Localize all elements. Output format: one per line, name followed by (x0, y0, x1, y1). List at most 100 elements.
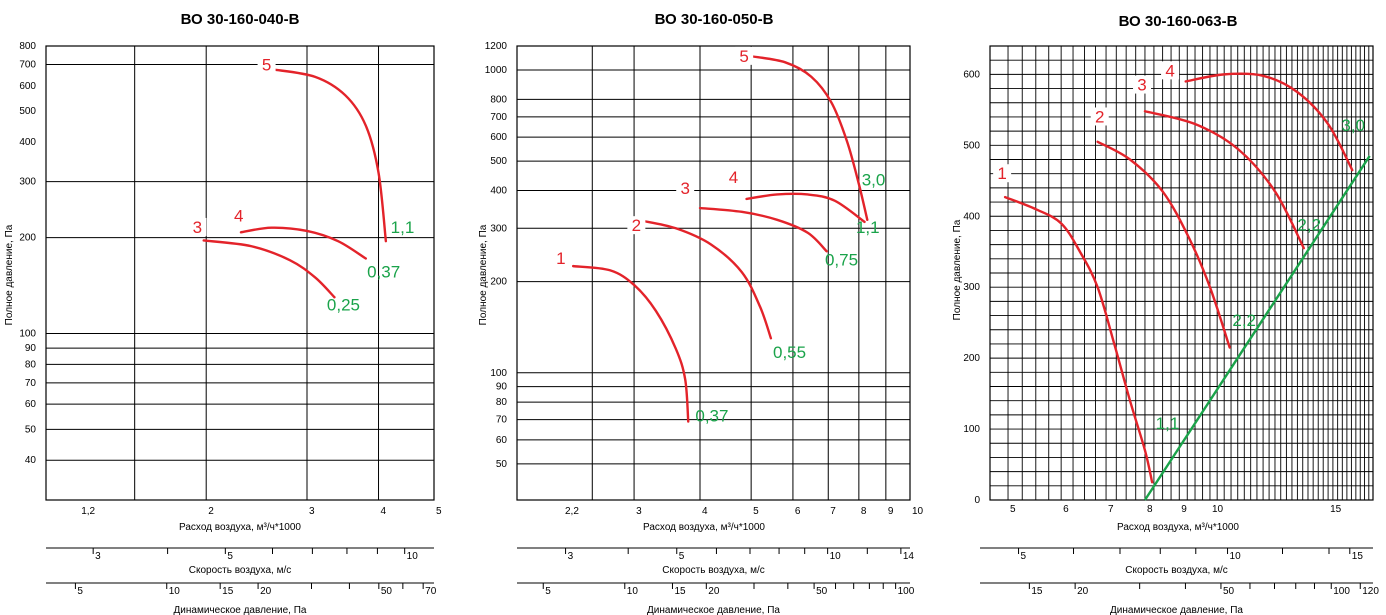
scale-tick-label: 5 (679, 551, 685, 562)
power-label: 1,1 (856, 218, 880, 237)
y-tick-label: 80 (25, 359, 37, 370)
y-tick-label: 500 (19, 106, 36, 117)
curve-label-bg (229, 206, 248, 225)
curve-2 (1096, 140, 1231, 349)
y-axis-label: Полное давление, Па (952, 219, 963, 320)
scale-tick-label: 10 (1230, 551, 1242, 562)
curve-4 (1184, 72, 1354, 172)
grid (516, 45, 911, 501)
y-tick-label: 1200 (485, 41, 508, 52)
plot-frame (45, 45, 435, 501)
y-tick-label: 300 (490, 223, 507, 234)
x-tick-label: 9 (888, 506, 894, 517)
scale-tick-label: 5 (545, 586, 551, 597)
y-tick-label: 300 (19, 177, 36, 188)
power-label: 1,1 (391, 218, 415, 237)
scale-tick-label: 15 (1031, 586, 1043, 597)
curve-4 (239, 226, 367, 260)
curve-1 (1003, 195, 1154, 484)
chart-bo-050: ВО 30-160-050-В Расход воздуха, м³/ч*100… (478, 11, 924, 615)
chart-title: ВО 30-160-040-В (181, 11, 300, 28)
power-label: 0,37 (367, 262, 400, 281)
y-tick-label: 500 (490, 156, 507, 167)
power-label: 3,0 (862, 171, 886, 190)
y-tick-label: 600 (490, 132, 507, 143)
x-axis-label: Расход воздуха, м³/ч*1000 (1117, 522, 1239, 533)
power-label: 2,2 (1232, 311, 1256, 330)
scale-tick-label: 3 (95, 551, 101, 562)
y-tick-label: 200 (963, 353, 980, 364)
y-tick-label: 400 (19, 137, 36, 148)
scale-label: Динамическое давление, Па (647, 605, 780, 615)
y-tick-label: 700 (490, 112, 507, 123)
x-tick-label: 4 (702, 506, 708, 517)
y-tick-label: 1000 (485, 65, 508, 76)
curve-label: 4 (729, 168, 738, 187)
curve-label-bg (257, 55, 276, 74)
curve-label: 5 (262, 55, 271, 74)
y-tick-label: 500 (963, 140, 980, 151)
x-tick-label: 7 (830, 506, 836, 517)
curve-3 (202, 239, 336, 299)
scale-label: Скорость воздуха, м/с (662, 565, 764, 576)
velocity-scale: 5 10 15 Скорость воздуха, м/с (980, 547, 1373, 576)
scale-tick-label: 10 (169, 586, 181, 597)
curve-5 (272, 68, 388, 243)
x-tick-label: 3 (309, 506, 315, 517)
scale-tick-label: 20 (1077, 586, 1089, 597)
x-tick-label: 2,2 (565, 506, 579, 517)
power-label: 1,1 (1156, 414, 1180, 433)
curve-label: 3 (193, 218, 202, 237)
x-tick-label: 7 (1108, 504, 1114, 515)
x-tick-label: 6 (795, 506, 801, 517)
power-label: 0,25 (327, 296, 360, 315)
x-axis-label: Расход воздуха, м³/ч*1000 (643, 522, 765, 533)
power-label: 0,37 (695, 407, 728, 426)
curve-3 (1143, 110, 1305, 250)
y-tick-label: 100 (19, 329, 36, 340)
y-tick-label: 200 (490, 277, 507, 288)
y-tick-label: 100 (963, 424, 980, 435)
curve-2 (640, 219, 773, 340)
curve-label: 4 (1165, 61, 1174, 80)
scale-tick-label: 5 (77, 586, 83, 597)
scale-tick-label: 50 (816, 586, 828, 597)
scale-tick-label: 10 (830, 551, 842, 562)
chart-title: ВО 30-160-063-В (1119, 13, 1238, 30)
scale-tick-label: 50 (1223, 586, 1235, 597)
dynamic-pressure-scale: 5 10 15 20 50 70 Динамическое давление, Па (46, 582, 437, 615)
scale-tick-label: 70 (425, 586, 437, 597)
scale-label: Динамическое давление, Па (174, 605, 307, 615)
y-tick-label: 90 (25, 343, 37, 354)
y-axis-label: Полное давление, Па (478, 224, 489, 325)
dynamic-pressure-scale: 15 20 50 100 120 Динамическое давление, Па (980, 582, 1379, 615)
y-tick-label: 90 (496, 382, 508, 393)
scale-tick-label: 20 (260, 586, 272, 597)
power-line (1143, 155, 1371, 501)
x-tick-label: 3 (636, 506, 642, 517)
y-tick-label: 200 (19, 233, 36, 244)
curve-label-bg (627, 216, 646, 235)
x-tick-label: 4 (381, 506, 387, 517)
curve-label-bg (1133, 75, 1152, 94)
y-tick-label: 400 (490, 185, 507, 196)
x-tick-label: 5 (753, 506, 759, 517)
chart-bo-063: ВО 30-160-063-В Расход воздуха, м³/ч*100… (952, 13, 1379, 615)
x-tick-label: 6 (1063, 504, 1069, 515)
scale-tick-label: 120 (1362, 586, 1379, 597)
curve-label-bg (993, 164, 1012, 183)
curve-label: 2 (632, 216, 641, 235)
curve-label-bg (188, 217, 207, 236)
x-tick-label: 8 (861, 506, 867, 517)
y-tick-label: 40 (25, 455, 37, 466)
scale-tick-label: 20 (708, 586, 720, 597)
y-tick-label: 0 (974, 495, 980, 506)
curve-label: 3 (1137, 76, 1146, 95)
chart-title: ВО 30-160-050-В (655, 11, 774, 28)
curve-label-bg (735, 46, 754, 65)
y-tick-label: 60 (496, 435, 508, 446)
x-tick-label: 10 (912, 506, 924, 517)
scale-tick-label: 10 (627, 586, 639, 597)
y-tick-label: 80 (496, 397, 508, 408)
